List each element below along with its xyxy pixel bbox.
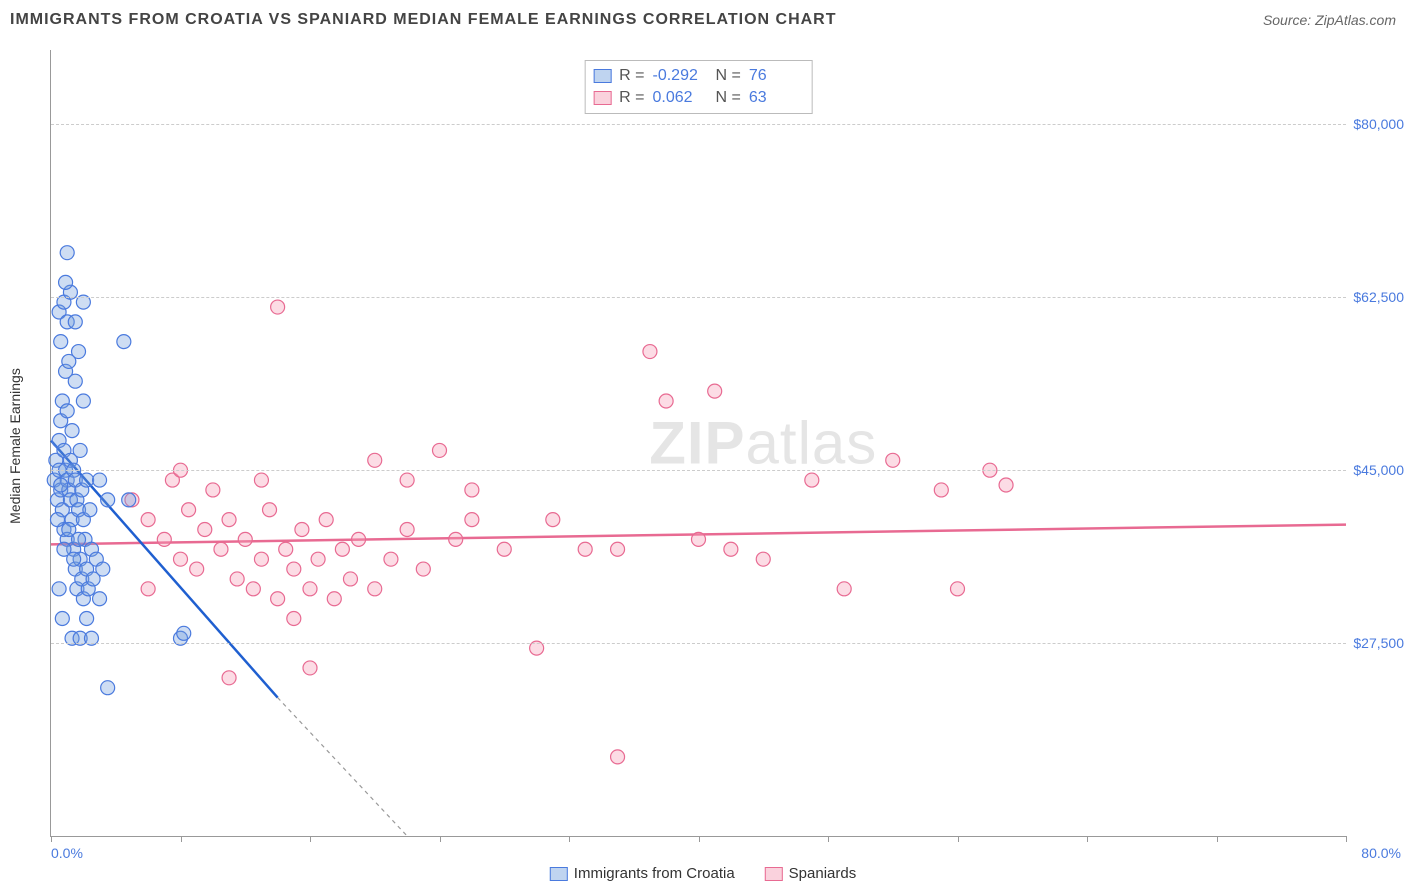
chart-title: IMMIGRANTS FROM CROATIA VS SPANIARD MEDI… [10,11,837,29]
y-tick-label: $80,000 [1353,116,1404,132]
gridline [51,643,1346,644]
x-tick [569,836,570,842]
swatch-pink-icon [765,867,783,881]
gridline [51,124,1346,125]
x-tick [440,836,441,842]
x-tick [828,836,829,842]
y-tick-label: $62,500 [1353,289,1404,305]
y-tick-label: $27,500 [1353,635,1404,651]
x-tick [699,836,700,842]
swatch-blue-icon [550,867,568,881]
legend-item-croatia: Immigrants from Croatia [550,865,735,882]
legend-item-spaniards: Spaniards [765,865,857,882]
chart-plot-area: ZIPatlas R =-0.292 N =76 R =0.062 N =63 … [50,50,1346,837]
x-tick [310,836,311,842]
gridline [51,470,1346,471]
x-tick-label-right: 80.0% [1361,845,1401,861]
y-axis-label: Median Female Earnings [7,368,23,524]
x-tick [958,836,959,842]
gridline [51,297,1346,298]
y-tick-label: $45,000 [1353,462,1404,478]
x-tick-label-left: 0.0% [51,845,83,861]
x-tick [51,836,52,842]
x-tick [1346,836,1347,842]
scatter-svg [51,50,1346,836]
x-tick [181,836,182,842]
x-tick [1087,836,1088,842]
source-label: Source: ZipAtlas.com [1263,12,1396,28]
x-tick [1217,836,1218,842]
legend: Immigrants from Croatia Spaniards [550,865,856,882]
